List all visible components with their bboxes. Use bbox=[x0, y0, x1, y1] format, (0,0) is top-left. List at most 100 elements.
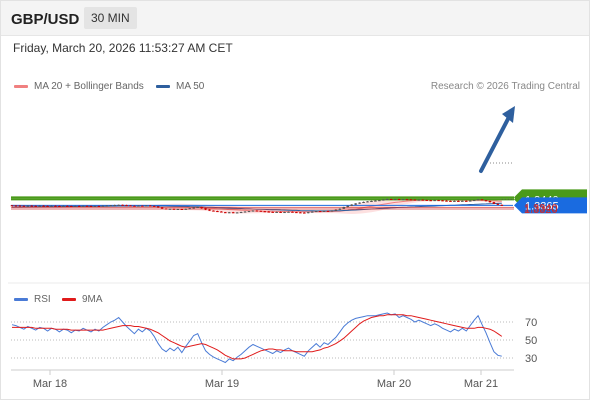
candle-body bbox=[287, 212, 290, 213]
candle-body bbox=[406, 199, 409, 200]
candle-body bbox=[94, 206, 97, 207]
candle-body bbox=[46, 206, 49, 207]
candle-body bbox=[228, 212, 231, 213]
candle-body bbox=[86, 206, 89, 207]
candle-body bbox=[307, 212, 310, 213]
candle-body bbox=[38, 206, 41, 207]
candle-body bbox=[196, 207, 199, 208]
candle-body bbox=[386, 199, 389, 200]
candle-body bbox=[271, 212, 274, 213]
candle-body bbox=[370, 201, 373, 202]
candle-body bbox=[50, 206, 53, 207]
level-label-4: 1.3320 bbox=[524, 204, 558, 216]
candle-body bbox=[133, 206, 136, 207]
candle-body bbox=[453, 201, 456, 202]
rsi-line bbox=[12, 313, 502, 363]
candle-body bbox=[485, 200, 488, 201]
candle-body bbox=[98, 206, 101, 207]
candle-body bbox=[109, 205, 112, 206]
candle-body bbox=[323, 211, 326, 212]
rsi-ma-line bbox=[12, 315, 502, 359]
candle-body bbox=[141, 206, 144, 207]
candle-body bbox=[394, 199, 397, 200]
candle-body bbox=[402, 199, 405, 200]
candle-body bbox=[343, 207, 346, 209]
candle-body bbox=[74, 206, 77, 207]
candle-body bbox=[181, 209, 184, 210]
candle-body bbox=[295, 212, 298, 213]
candle-body bbox=[106, 206, 109, 207]
candle-body bbox=[173, 209, 176, 210]
candle-body bbox=[441, 200, 444, 201]
candle-body bbox=[82, 206, 85, 207]
candle-body bbox=[54, 206, 57, 207]
candle-body bbox=[58, 206, 61, 207]
candle-body bbox=[145, 206, 148, 207]
candle-body bbox=[319, 211, 322, 212]
time-tick-label: Mar 20 bbox=[377, 378, 411, 390]
candle-body bbox=[429, 200, 432, 201]
candle-body bbox=[315, 211, 318, 212]
candle-body bbox=[256, 211, 259, 212]
candle-body bbox=[70, 206, 73, 207]
candle-body bbox=[62, 206, 65, 207]
candle-body bbox=[465, 201, 468, 202]
candle-body bbox=[461, 201, 464, 202]
candle-body bbox=[165, 209, 168, 210]
candle-body bbox=[433, 200, 436, 201]
candle-body bbox=[489, 201, 492, 202]
candle-body bbox=[264, 211, 267, 212]
candle-body bbox=[149, 206, 152, 207]
candle-body bbox=[102, 206, 105, 207]
rsi-tick-label: 70 bbox=[525, 317, 537, 329]
candle-body bbox=[78, 206, 81, 207]
candle-body bbox=[224, 212, 227, 213]
candle-body bbox=[161, 207, 164, 208]
rsi-tick-label: 30 bbox=[525, 353, 537, 365]
candle-body bbox=[437, 200, 440, 201]
candle-body bbox=[449, 201, 452, 202]
candle-body bbox=[481, 199, 484, 200]
candle-body bbox=[335, 210, 338, 211]
candle-body bbox=[497, 204, 500, 205]
candle-body bbox=[501, 205, 504, 206]
candle-body bbox=[398, 199, 401, 200]
candle-body bbox=[457, 201, 460, 202]
candle-body bbox=[346, 206, 349, 207]
candle-body bbox=[414, 200, 417, 201]
time-tick-label: Mar 18 bbox=[33, 378, 67, 390]
candle-body bbox=[125, 205, 128, 206]
candle-body bbox=[350, 205, 353, 206]
candle-body bbox=[445, 201, 448, 202]
candle-body bbox=[42, 206, 45, 207]
candle-body bbox=[15, 205, 18, 206]
candle-body bbox=[11, 205, 14, 206]
time-tick-label: Mar 21 bbox=[464, 378, 498, 390]
candle-body bbox=[477, 199, 480, 200]
candle-body bbox=[236, 212, 239, 213]
candle-body bbox=[410, 199, 413, 200]
candle-body bbox=[303, 213, 306, 214]
candle-body bbox=[362, 202, 365, 203]
candle-body bbox=[493, 202, 496, 204]
candle-body bbox=[390, 199, 393, 200]
candle-body bbox=[232, 212, 235, 213]
candle-body bbox=[129, 205, 132, 206]
candle-body bbox=[382, 200, 385, 201]
projection-arrow-shaft bbox=[481, 117, 509, 171]
candle-body bbox=[169, 209, 172, 210]
candle-body bbox=[30, 206, 33, 207]
candle-body bbox=[339, 209, 342, 210]
candle-body bbox=[418, 200, 421, 201]
candle-body bbox=[240, 212, 243, 213]
candle-body bbox=[267, 212, 270, 213]
candle-body bbox=[275, 212, 278, 213]
time-tick-label: Mar 19 bbox=[205, 378, 239, 390]
candle-body bbox=[157, 206, 160, 207]
candle-body bbox=[117, 205, 120, 206]
candle-body bbox=[366, 201, 369, 202]
candle-body bbox=[66, 206, 69, 207]
candle-body bbox=[248, 211, 251, 212]
candle-body bbox=[291, 212, 294, 213]
